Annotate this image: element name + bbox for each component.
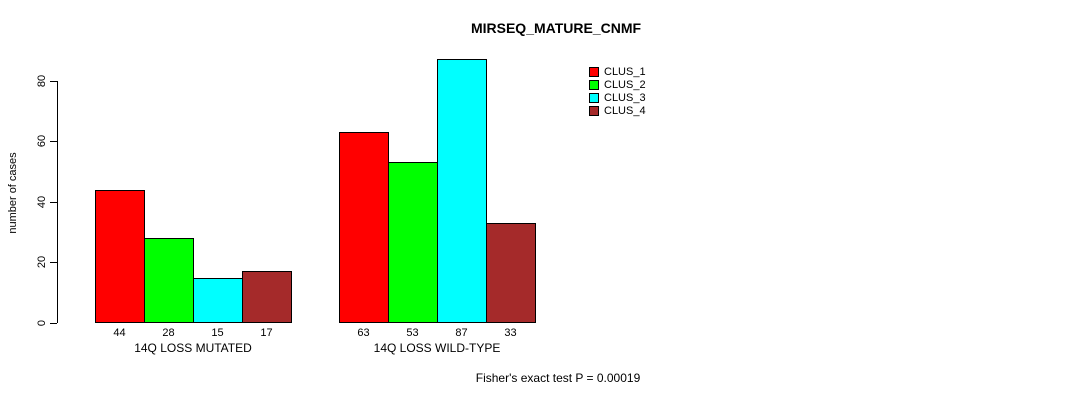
y-tick-label: 0	[36, 319, 48, 327]
y-tick-label: 80	[36, 74, 48, 87]
legend-swatch-clus_1	[589, 67, 599, 77]
legend-label-clus_2: CLUS_2	[604, 79, 646, 91]
legend-swatch-clus_2	[589, 80, 599, 90]
x-category-label: 14Q LOSS WILD-TYPE	[373, 341, 501, 355]
bar-value-label: 33	[504, 327, 517, 339]
bar-value-label: 53	[406, 327, 419, 339]
y-axis-tick	[50, 201, 57, 203]
y-axis-label: number of cases	[7, 152, 19, 234]
x-category-label: 14Q LOSS MUTATED	[134, 341, 252, 355]
bar-value-label: 87	[455, 327, 468, 339]
bar-clus_2-2	[388, 162, 438, 323]
legend-label-clus_4: CLUS_4	[604, 105, 646, 117]
bar-value-label: 63	[357, 327, 370, 339]
y-axis-line	[57, 80, 58, 323]
chart-title: MIRSEQ_MATURE_CNMF	[470, 20, 642, 36]
bar-clus_3-2	[437, 59, 487, 323]
bar-clus_1-1	[95, 189, 145, 323]
legend-label-clus_3: CLUS_3	[604, 92, 646, 104]
bar-value-label: 44	[113, 327, 126, 339]
bar-clus_4-2	[486, 223, 536, 323]
bar-value-label: 28	[162, 327, 175, 339]
y-axis-tick	[50, 141, 57, 143]
bar-value-label: 17	[260, 327, 273, 339]
bar-clus_4-1	[242, 271, 292, 323]
y-axis-tick	[50, 262, 57, 264]
y-axis-tick	[50, 323, 57, 324]
y-tick-label: 40	[36, 195, 48, 208]
bar-clus_2-1	[144, 238, 194, 323]
bar-clus_1-2	[339, 132, 389, 323]
y-tick-label: 20	[36, 256, 48, 269]
y-tick-label: 60	[36, 135, 48, 148]
y-axis-tick	[50, 80, 57, 82]
legend-label-clus_1: CLUS_1	[604, 66, 646, 78]
bar-value-label: 15	[211, 327, 224, 339]
legend-swatch-clus_3	[589, 93, 599, 103]
bar-clus_3-1	[193, 277, 243, 323]
footnote-text: Fisher's exact test P = 0.00019	[475, 371, 641, 385]
legend-swatch-clus_4	[589, 106, 599, 116]
